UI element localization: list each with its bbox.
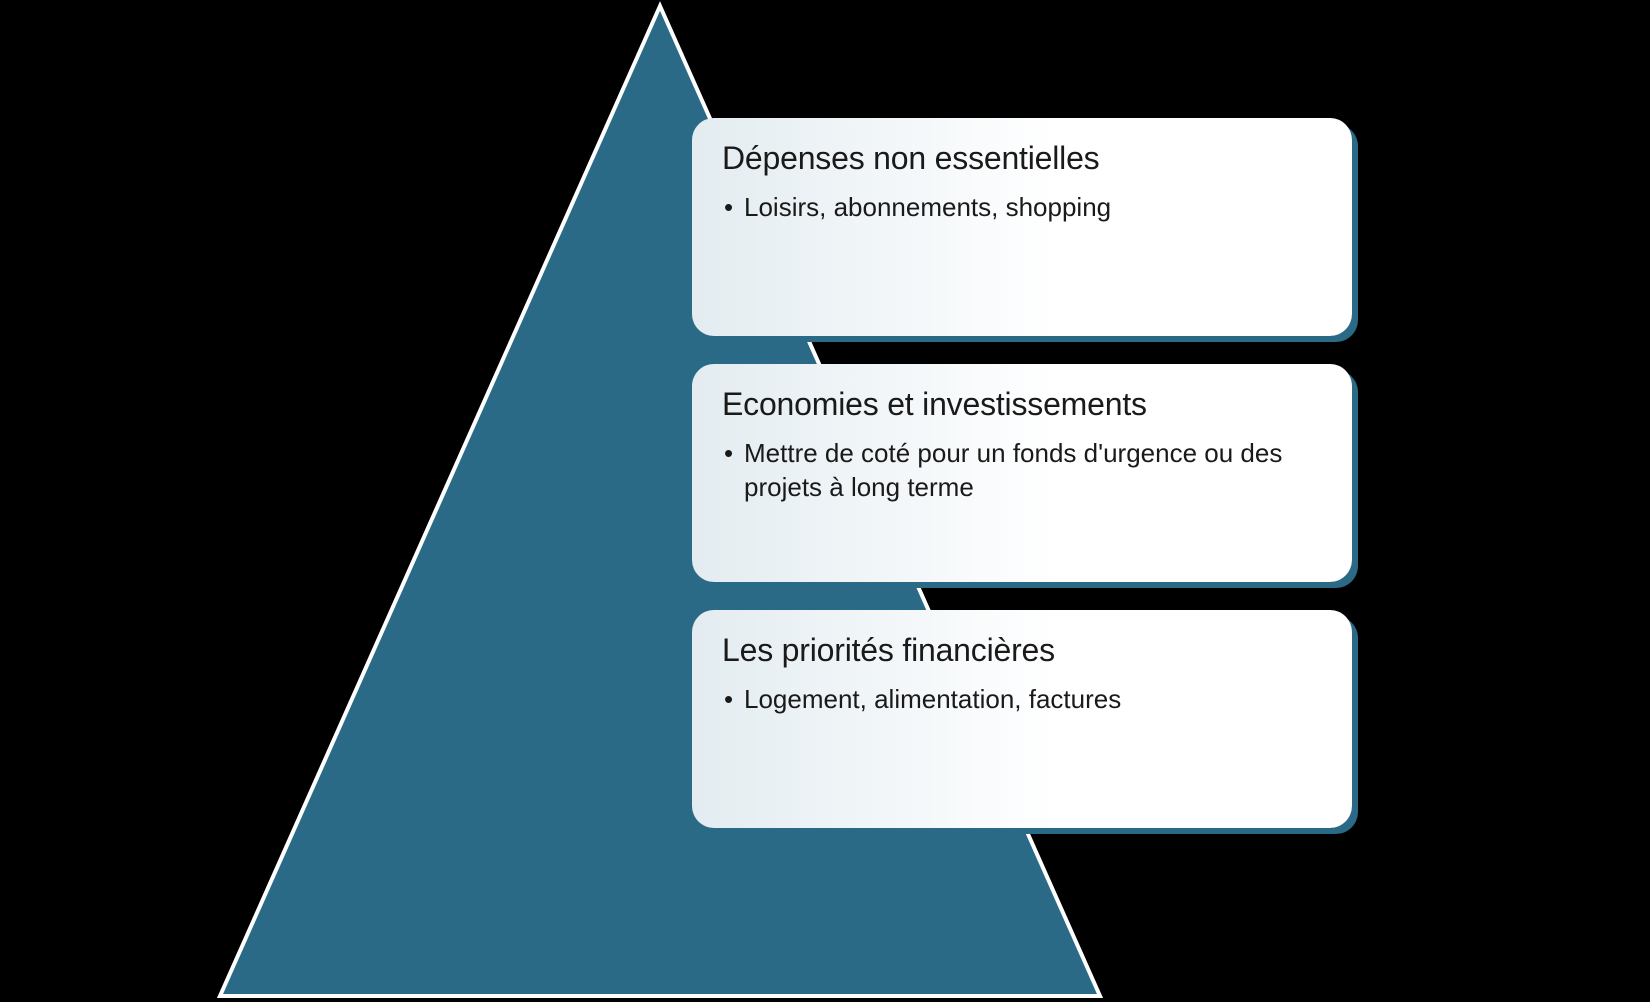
card-bullet: Loisirs, abonnements, shopping [722, 191, 1322, 225]
card-level-1: Dépenses non essentielles Loisirs, abonn… [692, 118, 1352, 336]
card-level-2: Economies et investissements Mettre de c… [692, 364, 1352, 582]
card-title: Les priorités financières [722, 632, 1322, 669]
card-title: Economies et investissements [722, 386, 1322, 423]
card-title: Dépenses non essentielles [722, 140, 1322, 177]
cards-column: Dépenses non essentielles Loisirs, abonn… [692, 118, 1352, 828]
card-bullet: Logement, alimentation, factures [722, 683, 1322, 717]
card-level-3: Les priorités financières Logement, alim… [692, 610, 1352, 828]
card-bullet: Mettre de coté pour un fonds d'urgence o… [722, 437, 1322, 505]
diagram-container: Dépenses non essentielles Loisirs, abonn… [0, 0, 1650, 1002]
